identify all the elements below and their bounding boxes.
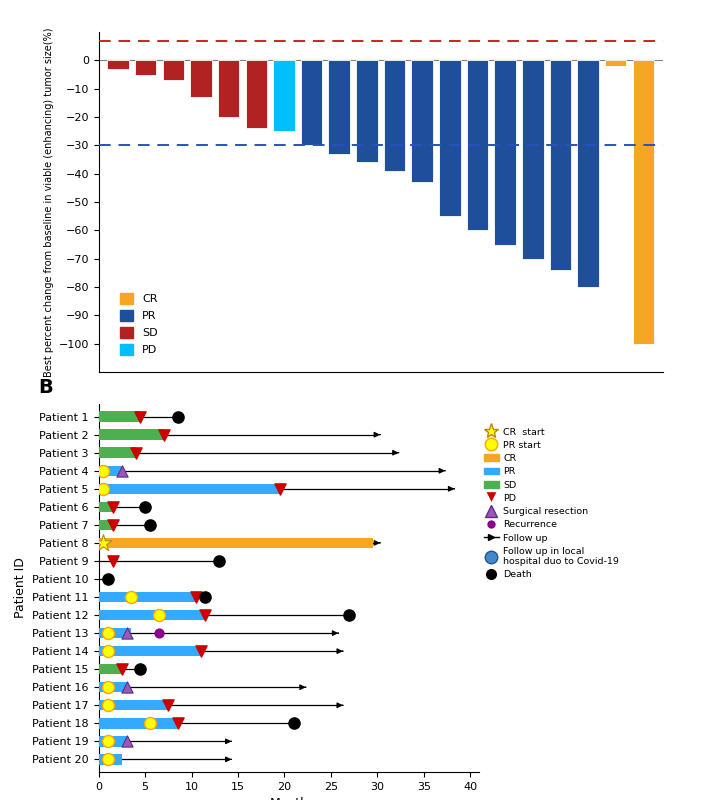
Bar (218, 60, 240, 117)
Point (98, 464, 109, 477)
Bar (577, 60, 599, 287)
Bar (99, 754, 122, 765)
Text: A: A (42, 0, 57, 2)
Point (214, 554, 225, 567)
Point (195, 645, 207, 658)
Bar (467, 60, 489, 230)
Bar (99, 736, 127, 746)
Point (102, 753, 114, 766)
Point (144, 717, 155, 730)
Point (121, 626, 133, 639)
Bar (605, 60, 627, 66)
Bar (99, 520, 113, 530)
Point (200, 590, 211, 603)
Bar (99, 483, 280, 494)
Point (288, 717, 300, 730)
Point (102, 681, 114, 694)
Bar (99, 447, 136, 458)
Point (140, 501, 151, 514)
Point (172, 410, 183, 423)
Y-axis label: Patient ID: Patient ID (14, 558, 27, 618)
Bar (99, 664, 122, 674)
Legend: CR  start, PR start, CR, PR, SD, PD, Surgical resection, Recurrence, Follow up, : CR start, PR start, CR, PR, SD, PD, Surg… (481, 424, 623, 583)
Bar (99, 502, 113, 512)
Bar (99, 700, 168, 710)
Point (130, 446, 142, 459)
Bar (439, 60, 460, 216)
Text: B: B (38, 378, 53, 397)
Bar (99, 411, 140, 422)
Point (154, 626, 165, 639)
Bar (329, 60, 350, 154)
Point (116, 464, 128, 477)
Bar (135, 60, 157, 74)
Bar (163, 60, 184, 80)
Bar (550, 60, 571, 270)
Bar (412, 60, 433, 182)
Point (102, 699, 114, 712)
X-axis label: Month: Month (269, 798, 309, 800)
Bar (494, 60, 516, 245)
Point (98, 537, 109, 550)
Point (102, 645, 114, 658)
Point (121, 681, 133, 694)
Point (158, 428, 169, 441)
Y-axis label: Best percent change from baseline in viable (enhancing) tumor size(%): Best percent change from baseline in via… (44, 27, 54, 377)
Point (121, 735, 133, 748)
Bar (273, 60, 295, 131)
Point (274, 482, 286, 495)
Bar (99, 538, 373, 548)
Bar (356, 60, 378, 162)
Bar (99, 430, 164, 440)
Point (107, 518, 118, 531)
Point (344, 609, 355, 622)
Bar (245, 60, 267, 128)
Bar (99, 646, 201, 656)
Point (135, 662, 146, 675)
Bar (99, 718, 178, 729)
Bar (190, 60, 212, 97)
Point (116, 662, 128, 675)
Bar (99, 628, 131, 638)
Bar (99, 466, 122, 476)
Point (107, 554, 118, 567)
Point (190, 590, 202, 603)
Point (172, 717, 183, 730)
Point (154, 609, 165, 622)
Bar (384, 60, 405, 171)
Point (102, 626, 114, 639)
Point (102, 735, 114, 748)
Bar (522, 60, 544, 258)
Point (125, 590, 137, 603)
Bar (301, 60, 322, 146)
Point (135, 410, 146, 423)
Bar (99, 610, 205, 620)
Bar (99, 682, 127, 693)
Bar (107, 60, 129, 69)
Point (200, 609, 211, 622)
Point (107, 501, 118, 514)
Legend: CR, PR, SD, PD: CR, PR, SD, PD (116, 288, 162, 360)
Point (163, 699, 174, 712)
Bar (632, 60, 654, 344)
Point (144, 518, 155, 531)
Point (102, 573, 114, 586)
Point (98, 482, 109, 495)
Bar (99, 592, 196, 602)
